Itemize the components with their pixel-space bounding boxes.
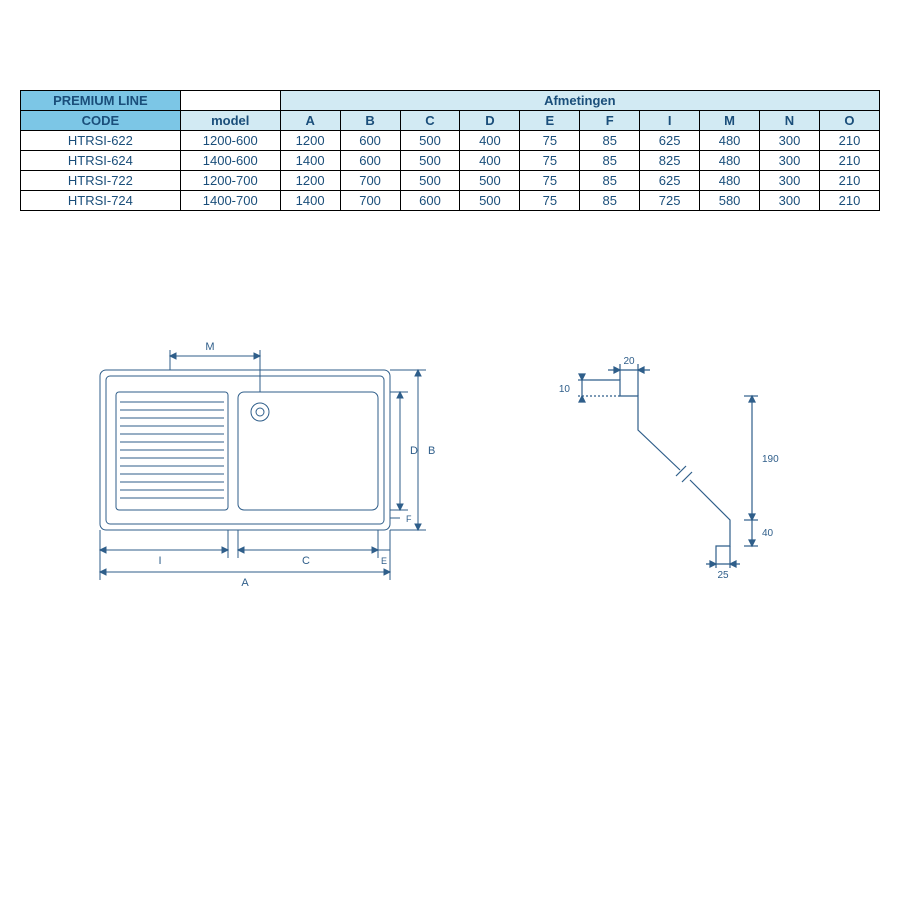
table-row: HTRSI-6241400-60014006005004007585825480…: [21, 151, 880, 171]
cell-dim: 600: [340, 151, 400, 171]
header-dim-A: A: [280, 111, 340, 131]
cell-dim: 75: [520, 171, 580, 191]
header-dim-C: C: [400, 111, 460, 131]
cell-dim: 480: [700, 131, 760, 151]
cell-dim: 400: [460, 151, 520, 171]
cell-dim: 725: [640, 191, 700, 211]
label-E: E: [381, 556, 387, 566]
cell-code: HTRSI-622: [21, 131, 181, 151]
cell-dim: 700: [340, 191, 400, 211]
cell-code: HTRSI-724: [21, 191, 181, 211]
header-dim-D: D: [460, 111, 520, 131]
cell-dim: 480: [700, 171, 760, 191]
cell-dim: 480: [700, 151, 760, 171]
profile-label-mid: 190: [762, 454, 779, 465]
header-dim-F: F: [580, 111, 640, 131]
table-row: HTRSI-7241400-70014007006005007585725580…: [21, 191, 880, 211]
cell-dim: 300: [760, 171, 820, 191]
cell-dim: 1400: [280, 191, 340, 211]
cell-dim: 600: [400, 191, 460, 211]
cell-dim: 700: [340, 171, 400, 191]
table-row: HTRSI-6221200-60012006005004007585625480…: [21, 131, 880, 151]
cell-dim: 500: [460, 191, 520, 211]
label-B: B: [428, 445, 435, 457]
spec-table: PREMIUM LINE Afmetingen CODE model A B C…: [20, 90, 880, 211]
plan-diagram: M D B F I C E A: [60, 320, 440, 620]
diagrams-area: M D B F I C E A: [60, 320, 860, 670]
header-dim-O: O: [819, 111, 879, 131]
label-M: M: [205, 341, 214, 353]
cell-code: HTRSI-722: [21, 171, 181, 191]
cell-dim: 500: [400, 151, 460, 171]
profile-label-v1: 10: [559, 384, 571, 395]
cell-model: 1200-600: [180, 131, 280, 151]
cell-dim: 85: [580, 131, 640, 151]
cell-dim: 75: [520, 191, 580, 211]
cell-dim: 500: [400, 131, 460, 151]
profile-diagram: 20 10 190 40 25: [530, 340, 790, 600]
cell-dim: 300: [760, 191, 820, 211]
cell-dim: 625: [640, 171, 700, 191]
cell-model: 1200-700: [180, 171, 280, 191]
cell-dim: 300: [760, 131, 820, 151]
profile-label-top: 20: [623, 356, 635, 367]
label-C: C: [302, 555, 310, 567]
header-dim-N: N: [760, 111, 820, 131]
cell-model: 1400-600: [180, 151, 280, 171]
cell-dim: 300: [760, 151, 820, 171]
cell-dim: 600: [340, 131, 400, 151]
label-D: D: [410, 445, 418, 457]
label-F: F: [406, 514, 412, 524]
header-code: CODE: [21, 111, 181, 131]
cell-dim: 210: [819, 191, 879, 211]
cell-dim: 625: [640, 131, 700, 151]
label-I: I: [158, 555, 161, 567]
cell-dim: 210: [819, 131, 879, 151]
cell-dim: 1200: [280, 131, 340, 151]
header-model: model: [180, 111, 280, 131]
cell-model: 1400-700: [180, 191, 280, 211]
cell-dim: 825: [640, 151, 700, 171]
header-blank: [180, 91, 280, 111]
cell-dim: 75: [520, 151, 580, 171]
header-afmetingen: Afmetingen: [280, 91, 879, 111]
cell-dim: 1400: [280, 151, 340, 171]
cell-dim: 210: [819, 171, 879, 191]
cell-dim: 580: [700, 191, 760, 211]
cell-dim: 400: [460, 131, 520, 151]
profile-label-v2: 40: [762, 528, 774, 539]
header-premium-line: PREMIUM LINE: [21, 91, 181, 111]
table-row: HTRSI-7221200-70012007005005007585625480…: [21, 171, 880, 191]
cell-dim: 85: [580, 171, 640, 191]
cell-dim: 1200: [280, 171, 340, 191]
cell-dim: 210: [819, 151, 879, 171]
cell-code: HTRSI-624: [21, 151, 181, 171]
header-dim-I: I: [640, 111, 700, 131]
cell-dim: 85: [580, 191, 640, 211]
cell-dim: 500: [460, 171, 520, 191]
cell-dim: 85: [580, 151, 640, 171]
header-dim-M: M: [700, 111, 760, 131]
cell-dim: 75: [520, 131, 580, 151]
cell-dim: 500: [400, 171, 460, 191]
profile-label-bot: 25: [717, 570, 729, 581]
header-dim-E: E: [520, 111, 580, 131]
header-dim-B: B: [340, 111, 400, 131]
label-A: A: [241, 577, 249, 589]
